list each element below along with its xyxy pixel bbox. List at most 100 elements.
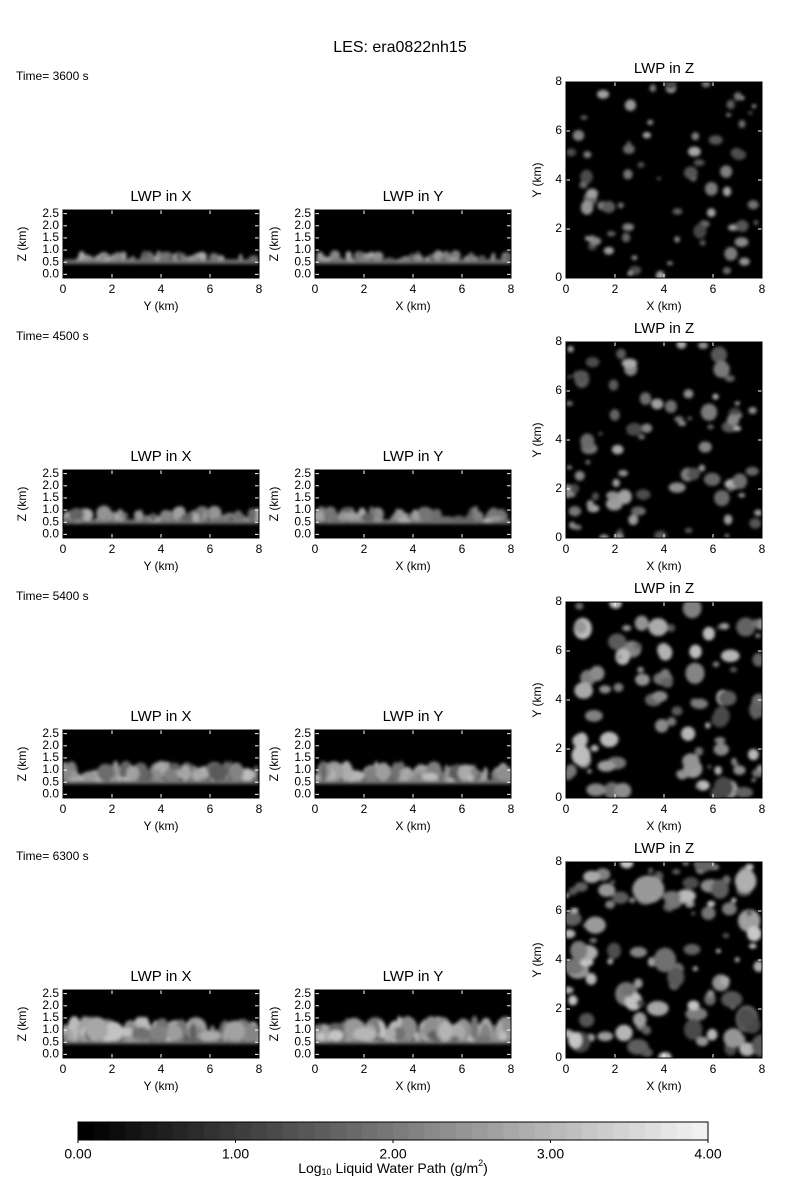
panel-frame	[314, 469, 512, 539]
cloud	[683, 1018, 703, 1041]
x-tick-label: 8	[256, 1062, 263, 1076]
cloud	[590, 235, 595, 240]
cloud	[490, 255, 495, 261]
field	[315, 506, 511, 525]
field	[315, 1015, 511, 1045]
y-tick-label: 1.5	[294, 490, 311, 504]
x-tick-label: 2	[361, 1062, 368, 1076]
cloud	[617, 489, 632, 505]
cloud	[584, 236, 592, 241]
cloud	[575, 602, 584, 610]
x-tick-label: 6	[710, 282, 717, 296]
cloud	[620, 982, 635, 998]
cloud	[570, 483, 580, 494]
y-axis-label: Z (km)	[15, 1007, 29, 1042]
colorbar-cell	[377, 1122, 394, 1140]
panel-title: LWP in Z	[634, 580, 694, 597]
cloud	[86, 1016, 108, 1041]
cloud	[729, 666, 738, 673]
cloud	[696, 1036, 709, 1047]
cloud	[586, 783, 606, 797]
cloud	[585, 973, 597, 985]
x-tick-label: 2	[109, 542, 116, 556]
x-tick-label: 8	[759, 282, 766, 296]
y-tick-label: 2.5	[42, 726, 59, 740]
y-tick-label: 0.0	[42, 267, 59, 281]
cloud	[432, 508, 442, 521]
cloud	[682, 753, 700, 770]
cloud	[755, 633, 761, 639]
colorbar-cell	[393, 1122, 410, 1140]
cloud	[470, 1015, 479, 1041]
panel-frame	[565, 81, 763, 279]
colorbar-cell	[471, 1122, 488, 1140]
y-axis-label: Z (km)	[15, 227, 29, 262]
cloud	[719, 622, 730, 630]
cloud	[631, 255, 638, 261]
cloud	[637, 161, 645, 168]
cloud	[723, 1028, 743, 1048]
cloud	[658, 1051, 672, 1058]
y-axis-label: Y (km)	[530, 162, 544, 197]
colorbar-cell	[645, 1122, 662, 1140]
cloud	[567, 345, 574, 353]
cloud	[731, 761, 739, 767]
field-background	[63, 470, 259, 538]
y-tick-label: 1.5	[294, 750, 311, 764]
cloud	[609, 409, 620, 421]
cloud	[685, 662, 705, 684]
cloud	[192, 255, 199, 261]
cloud	[146, 254, 156, 261]
cloud	[207, 505, 222, 521]
colorbar-label-part: Liquid Water Path (g/m	[332, 1160, 479, 1176]
cloud-base	[63, 259, 259, 265]
cloud	[698, 441, 712, 453]
cloud	[733, 765, 746, 776]
cloud	[238, 253, 243, 261]
cloud	[653, 947, 677, 973]
colorbar-cell	[676, 1122, 693, 1140]
cloud	[181, 1038, 203, 1043]
cloud	[438, 1021, 453, 1041]
field-background	[566, 342, 762, 538]
cloud	[726, 414, 740, 426]
field-blobs	[566, 342, 762, 538]
field	[63, 1016, 259, 1045]
cloud	[78, 251, 86, 261]
cloud	[734, 401, 741, 406]
cloud	[732, 473, 748, 490]
y-tick-label: 1.0	[42, 502, 59, 516]
cloud	[622, 223, 634, 231]
cloud	[120, 251, 127, 261]
x-tick-label: 6	[710, 802, 717, 816]
colorbar-cell	[314, 1122, 331, 1140]
y-tick-label: 6	[555, 123, 562, 137]
cloud	[734, 237, 749, 247]
cloud	[607, 942, 621, 959]
x-tick-label: 0	[563, 282, 570, 296]
cloud	[613, 683, 624, 692]
cloud	[681, 726, 696, 741]
cloud	[344, 511, 360, 521]
y-tick-label: 4	[555, 172, 562, 186]
cloud	[725, 113, 732, 117]
cloud	[233, 510, 243, 521]
panel-title: LWP in Z	[634, 60, 694, 77]
y-tick-label: 2	[555, 1001, 562, 1015]
cloud	[605, 900, 615, 909]
cloud	[566, 764, 577, 778]
cloud	[568, 887, 578, 896]
cloud	[707, 765, 712, 769]
x-tick-label: 6	[710, 542, 717, 556]
cloud	[703, 472, 721, 486]
y-tick-label: 8	[555, 74, 562, 88]
cloud	[584, 916, 606, 934]
cloud	[375, 762, 391, 781]
panel-title: LWP in X	[130, 968, 191, 985]
panel-frame	[314, 209, 512, 279]
cloud	[714, 736, 726, 744]
cloud	[649, 84, 657, 93]
colorbar-cell	[219, 1122, 236, 1140]
cloud	[734, 957, 740, 963]
cloud	[175, 251, 183, 261]
